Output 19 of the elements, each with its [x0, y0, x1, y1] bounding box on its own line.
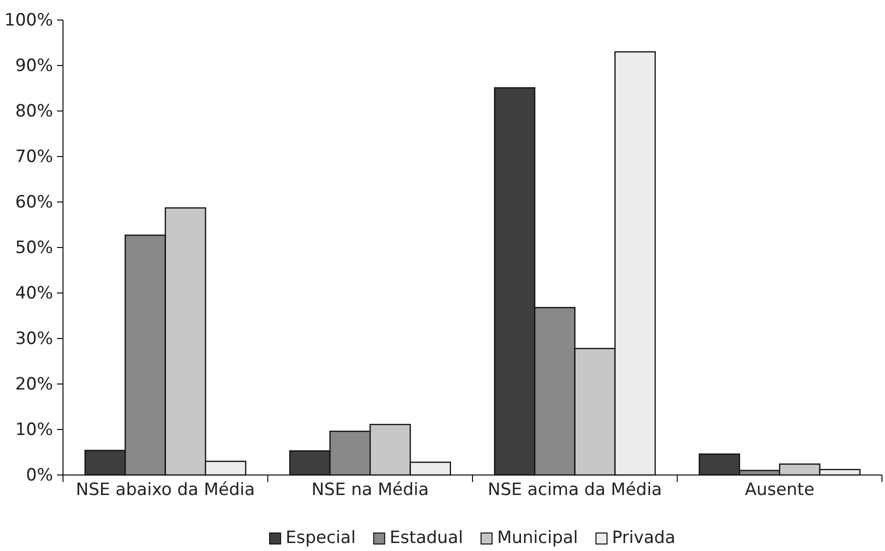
y-tick-label: 80%: [15, 101, 53, 122]
legend-label: Municipal: [497, 528, 578, 548]
x-tick-label: Ausente: [744, 480, 814, 500]
y-tick-label: 40%: [15, 283, 53, 304]
y-tick-label: 100%: [4, 10, 53, 30]
y-tick-label: 0%: [26, 465, 53, 486]
legend-label: Estadual: [390, 528, 464, 548]
y-tick-label: 70%: [15, 146, 53, 167]
y-tick-label: 30%: [15, 328, 53, 349]
x-tick-label: NSE abaixo da Média: [76, 480, 255, 500]
y-tick-label: 90%: [15, 56, 53, 76]
x-tick-label: NSE na Média: [311, 480, 429, 500]
x-tick-label: NSE acima da Média: [488, 480, 662, 500]
y-tick-label: 10%: [15, 420, 53, 440]
y-tick-label: 50%: [15, 238, 53, 258]
y-tick-label: 20%: [15, 374, 53, 394]
legend-label: Privada: [612, 528, 676, 548]
legend-label: Especial: [286, 528, 356, 548]
y-tick-label: 60%: [15, 192, 53, 212]
